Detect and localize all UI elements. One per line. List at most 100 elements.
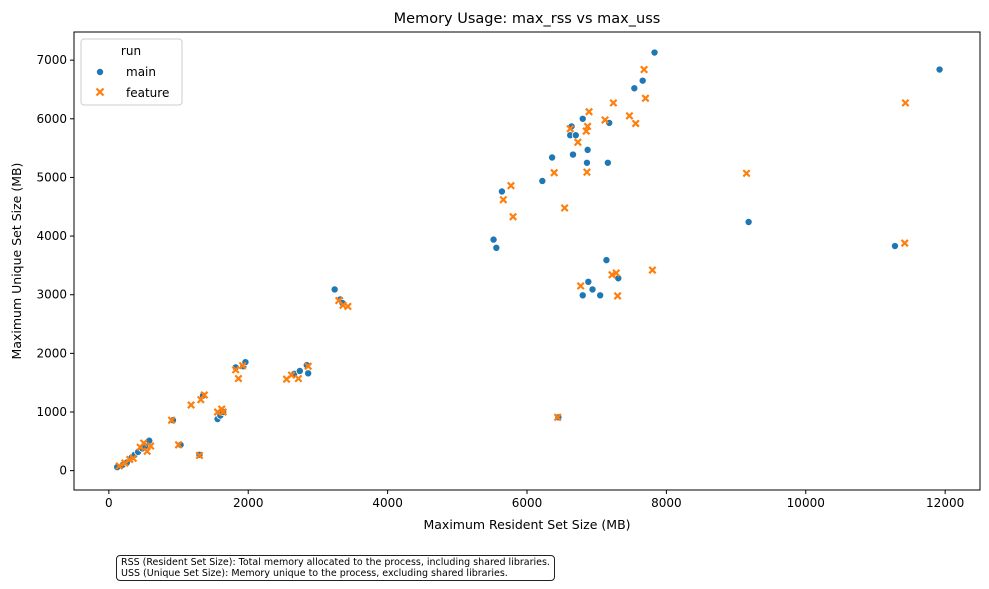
point-feature: [167, 416, 176, 425]
point-feature: [640, 65, 649, 74]
point-main: [890, 242, 899, 251]
x-tick-label: 10000: [787, 496, 825, 510]
point-feature: [509, 212, 518, 221]
legend-marker-main: [96, 68, 105, 77]
y-axis-label: Maximum Unique Set Size (MB): [9, 163, 24, 360]
point-main: [588, 285, 597, 294]
legend: run main feature: [80, 38, 183, 106]
y-tick-label: 0: [59, 464, 67, 478]
point-main: [578, 114, 587, 123]
point-feature: [506, 181, 515, 190]
point-main: [582, 158, 591, 167]
point-feature: [187, 400, 196, 409]
y-tick-label: 6000: [36, 112, 67, 126]
point-feature: [139, 439, 148, 448]
x-tick-label: 2000: [233, 496, 264, 510]
point-main: [630, 84, 639, 93]
point-feature: [219, 408, 228, 416]
y-axis-ticks: 0 1000 2000 3000 4000 5000 6000 7000: [36, 53, 74, 478]
point-feature: [343, 302, 352, 311]
y-tick-label: 2000: [36, 346, 67, 360]
point-feature: [143, 447, 152, 456]
point-feature: [576, 281, 585, 290]
point-feature: [900, 239, 909, 248]
annotation-box: RSS (Resident Set Size): Total memory al…: [116, 555, 555, 581]
point-feature: [195, 451, 204, 460]
point-main: [744, 218, 753, 227]
y-tick-label: 3000: [36, 288, 67, 302]
point-feature: [612, 269, 621, 277]
point-feature: [174, 440, 183, 449]
point-feature: [238, 361, 247, 370]
y-tick-label: 4000: [36, 229, 67, 243]
point-main: [489, 235, 498, 244]
point-main: [596, 291, 605, 300]
point-feature: [613, 291, 622, 300]
point-main: [568, 150, 577, 159]
point-feature: [287, 371, 296, 380]
x-axis-ticks: 0 2000 4000 6000 8000 10000 12000: [105, 490, 964, 510]
legend-label-main: main: [126, 65, 156, 79]
point-feature: [499, 195, 508, 204]
point-feature: [631, 119, 640, 128]
point-feature: [294, 374, 303, 383]
legend-title: run: [121, 44, 141, 58]
chart-title: Memory Usage: max_rss vs max_uss: [394, 11, 661, 27]
y-tick-label: 7000: [36, 53, 67, 67]
point-main: [548, 153, 557, 162]
point-feature: [231, 365, 240, 374]
point-main: [603, 158, 612, 167]
point-main: [497, 187, 506, 196]
point-feature: [609, 98, 618, 107]
legend-label-feature: feature: [126, 86, 169, 100]
point-feature: [200, 391, 209, 399]
point-main: [578, 291, 587, 300]
point-feature: [560, 203, 569, 212]
point-feature: [129, 454, 138, 463]
annotation-line-rss: RSS (Resident Set Size): Total memory al…: [121, 557, 550, 568]
point-main: [935, 65, 944, 74]
point-feature: [742, 169, 751, 178]
point-main: [330, 285, 339, 294]
point-feature: [648, 266, 657, 275]
point-feature: [608, 270, 617, 279]
legend-box: [80, 38, 183, 106]
point-main: [584, 277, 593, 286]
point-main: [304, 369, 313, 378]
x-tick-label: 6000: [512, 496, 543, 510]
y-tick-label: 1000: [36, 405, 67, 419]
point-main: [602, 256, 611, 265]
point-main: [638, 76, 647, 85]
point-feature: [573, 138, 582, 147]
point-feature: [550, 168, 559, 177]
point-feature: [901, 98, 910, 107]
x-tick-label: 0: [105, 496, 113, 510]
point-main: [295, 366, 304, 375]
point-feature: [304, 362, 313, 371]
point-main: [650, 48, 659, 57]
point-feature: [115, 461, 124, 470]
point-feature: [553, 413, 562, 422]
x-tick-label: 8000: [651, 496, 682, 510]
point-main: [583, 145, 592, 154]
point-feature: [625, 111, 634, 120]
point-feature: [234, 374, 243, 383]
point-main: [492, 243, 501, 252]
y-tick-label: 5000: [36, 170, 67, 184]
point-feature: [582, 168, 591, 177]
annotation-line-uss: USS (Unique Set Size): Memory unique to …: [121, 568, 508, 579]
point-feature: [641, 94, 650, 103]
point-feature: [601, 115, 610, 124]
point-feature: [583, 122, 592, 131]
x-tick-label: 12000: [926, 496, 964, 510]
x-axis-label: Maximum Resident Set Size (MB): [423, 517, 630, 532]
x-tick-label: 4000: [372, 496, 403, 510]
point-main: [571, 131, 580, 140]
point-feature: [585, 107, 594, 116]
plot-area: [73, 31, 981, 491]
data-points: [113, 48, 944, 472]
point-main: [538, 176, 547, 185]
legend-marker-feature: [95, 87, 105, 97]
point-feature: [566, 124, 575, 133]
